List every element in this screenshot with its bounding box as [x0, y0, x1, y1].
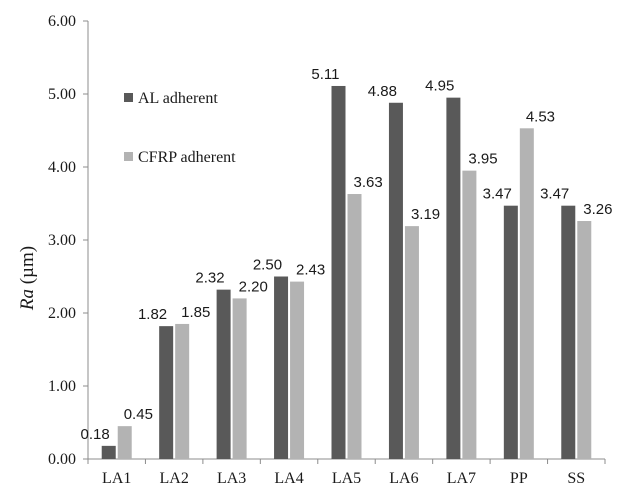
data-label: 4.53: [526, 108, 555, 125]
data-label: 5.11: [311, 66, 339, 83]
x-tick-label: PP: [510, 470, 528, 487]
data-label: 3.63: [354, 174, 383, 191]
data-label: 3.47: [483, 186, 512, 203]
x-tick-label: LA3: [217, 470, 246, 487]
legend-label: CFRP adherent: [138, 149, 236, 166]
legend-label: AL adherent: [138, 90, 218, 107]
bar-cfrp: [232, 298, 247, 459]
legend-swatch: [124, 152, 133, 161]
data-label: 3.95: [468, 151, 497, 168]
data-label: 4.88: [368, 83, 397, 100]
y-tick-label: 5.00: [48, 86, 76, 103]
data-label: 0.45: [124, 406, 153, 423]
y-axis-label: Ra (µm): [17, 246, 38, 311]
data-label: 3.19: [411, 206, 440, 223]
x-tick-label: LA1: [102, 470, 131, 487]
x-tick-label: LA4: [274, 470, 303, 487]
data-label: 1.85: [181, 304, 210, 321]
bar-al: [503, 205, 518, 459]
data-label: 2.32: [195, 270, 224, 287]
bar-cfrp: [175, 323, 190, 459]
bar-al: [388, 102, 403, 459]
data-labels: 0.18 0.45 1.82 1.85 2.32 2.20 2.50 2.43 5.11 3.63…: [81, 66, 613, 443]
data-label: 4.95: [425, 78, 454, 95]
bar-cfrp: [404, 226, 419, 459]
axes: 0.00 1.00 2.00 3.00 4.00 5.00 6.00 LA1 LA2 LA3 LA4…: [48, 13, 606, 487]
data-label: 3.26: [583, 201, 612, 218]
x-tick-label: SS: [567, 470, 585, 487]
y-tick-label: 1.00: [48, 378, 76, 395]
bar-al: [446, 97, 461, 460]
y-tick-label: 4.00: [48, 159, 76, 176]
bar-al: [561, 205, 576, 459]
x-tick-label: LA5: [332, 470, 361, 487]
data-label: 2.50: [253, 257, 282, 274]
y-tick-label: 6.00: [48, 13, 76, 30]
bars: [101, 85, 592, 460]
bar-cfrp: [462, 170, 477, 459]
data-label: 2.43: [296, 262, 325, 279]
y-tick-label: 3.00: [48, 232, 76, 249]
data-label: 3.47: [540, 186, 569, 203]
bar-al: [331, 85, 346, 459]
bar-cfrp: [290, 281, 305, 459]
bar-cfrp: [519, 128, 534, 459]
x-tick-label: LA6: [389, 470, 418, 487]
data-label: 0.18: [81, 426, 110, 443]
x-tick-label: LA7: [447, 470, 476, 487]
y-tick-label: 2.00: [48, 305, 76, 322]
bar-al: [159, 326, 174, 459]
data-label: 2.20: [239, 278, 268, 295]
bar-cfrp: [347, 194, 362, 459]
data-label: 1.82: [138, 306, 167, 323]
legend-swatch: [124, 93, 133, 102]
y-tick-label: 0.00: [48, 451, 76, 468]
bar-al: [274, 276, 289, 459]
bar-al: [216, 289, 231, 459]
bar-cfrp: [117, 426, 132, 459]
bar-al: [101, 445, 116, 459]
legend: AL adherent CFRP adherent: [124, 90, 236, 166]
bar-cfrp: [577, 221, 592, 459]
x-tick-label: LA2: [160, 470, 189, 487]
